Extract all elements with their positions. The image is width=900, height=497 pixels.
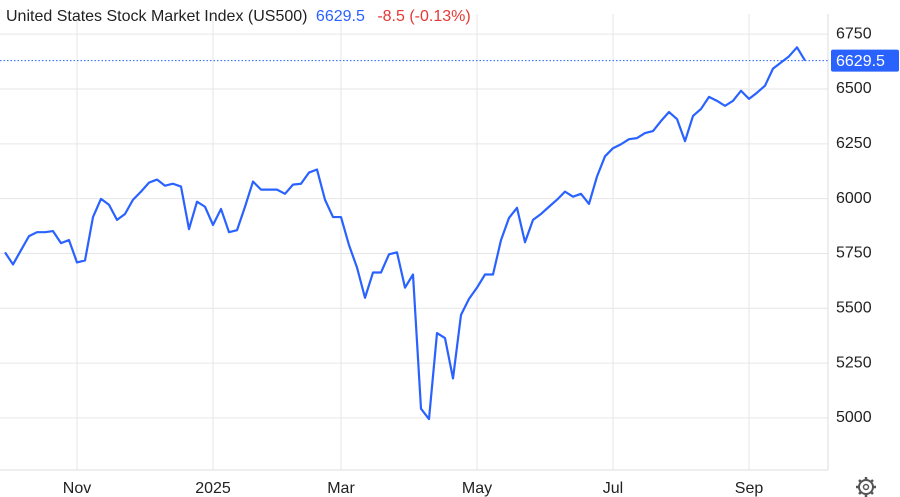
last-price: 6629.5 bbox=[316, 8, 365, 25]
gear-hub[interactable] bbox=[862, 483, 870, 491]
y-tick-label: 6000 bbox=[836, 190, 872, 207]
y-tick-label: 5750 bbox=[836, 245, 872, 262]
x-tick-label: Mar bbox=[327, 480, 355, 497]
price-line bbox=[4, 46, 806, 421]
title-group: United States Stock Market Index (US500)… bbox=[6, 8, 471, 25]
x-tick-label: Jul bbox=[603, 480, 623, 497]
y-tick-label: 5500 bbox=[836, 299, 872, 316]
last-price-box bbox=[831, 49, 899, 72]
chart-title: United States Stock Market Index (US500) bbox=[6, 8, 307, 25]
grid-layer bbox=[0, 14, 828, 470]
x-tick-label: 2025 bbox=[195, 480, 231, 497]
y-tick-label: 6500 bbox=[836, 80, 872, 97]
gear-teeth[interactable] bbox=[856, 477, 876, 497]
price-change: -8.5 (-0.13%) bbox=[377, 8, 470, 25]
y-tick-label: 5250 bbox=[836, 354, 872, 371]
y-tick-label: 6750 bbox=[836, 25, 872, 42]
x-tick-label: Sep bbox=[735, 480, 764, 497]
last-price-label: 6629.5 bbox=[836, 53, 885, 70]
y-tick-label: 5000 bbox=[836, 409, 872, 426]
settings-icon[interactable] bbox=[856, 477, 876, 497]
x-tick-label: Nov bbox=[63, 480, 91, 497]
x-tick-label: May bbox=[462, 480, 492, 497]
y-tick-label: 6250 bbox=[836, 135, 872, 152]
